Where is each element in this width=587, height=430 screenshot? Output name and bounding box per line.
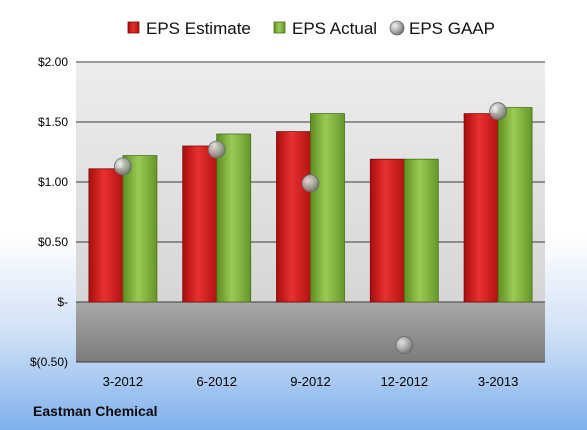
bar-eps-actual <box>310 113 345 303</box>
y-tick-label: $- <box>57 295 68 309</box>
y-tick-label: $2.00 <box>38 55 68 69</box>
legend-label: EPS GAAP <box>409 19 495 38</box>
gaap-markers <box>114 102 508 355</box>
bar-eps-actual <box>497 107 533 303</box>
legend-label: EPS Actual <box>292 19 377 38</box>
y-axis-ticks: $2.00 $1.50 $1.00 $0.50 $- $(0.50) <box>30 55 68 369</box>
marker-eps-gaap <box>114 157 132 176</box>
legend-swatch <box>273 21 286 34</box>
y-tick-label: $(0.50) <box>30 355 68 369</box>
x-axis-labels: 3-2012 6-2012 9-2012 12-2012 3-2013 <box>103 374 519 389</box>
legend-swatch <box>127 21 140 34</box>
marker-eps-gaap <box>207 140 226 159</box>
bar-eps-actual <box>122 155 158 303</box>
negative-region <box>76 302 545 362</box>
bar-eps-actual <box>403 158 439 303</box>
x-category-label: 3-2013 <box>478 374 518 389</box>
x-category-label: 3-2012 <box>103 374 143 389</box>
legend-label: EPS Estimate <box>146 19 251 38</box>
bar-eps-estimate <box>369 158 405 303</box>
marker-eps-gaap <box>301 174 320 193</box>
x-category-label: 12-2012 <box>380 374 428 389</box>
footer-company-name: Eastman Chemical <box>33 403 158 419</box>
legend-swatch <box>389 20 405 36</box>
bar-eps-estimate <box>182 145 218 303</box>
x-category-label: 9-2012 <box>290 374 330 389</box>
marker-eps-gaap <box>489 102 508 121</box>
bar-eps-actual <box>216 133 252 303</box>
legend: EPS Estimate EPS Actual EPS GAAP <box>127 19 495 38</box>
y-tick-label: $0.50 <box>38 235 68 249</box>
bar-eps-estimate <box>88 168 124 303</box>
y-tick-label: $1.00 <box>38 175 68 189</box>
bar-eps-estimate <box>463 113 499 303</box>
bars <box>88 107 533 303</box>
marker-eps-gaap <box>395 336 414 355</box>
bar-eps-estimate <box>276 131 311 303</box>
y-tick-label: $1.50 <box>38 115 68 129</box>
x-category-label: 6-2012 <box>196 374 236 389</box>
